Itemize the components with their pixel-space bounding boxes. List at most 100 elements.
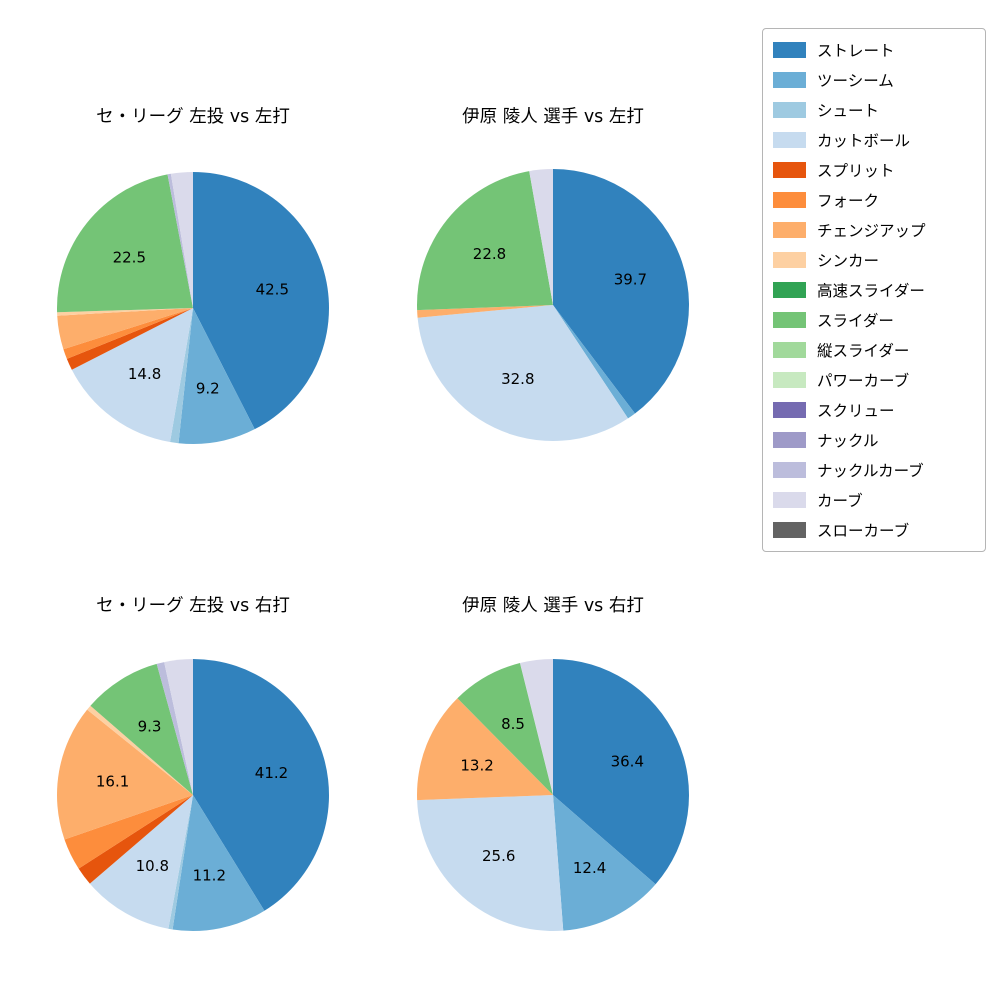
legend-label: 縦スライダー [817, 342, 910, 360]
pie-chart-top-left: 42.5 9.2 14.8 22.5 [57, 172, 330, 444]
chart-title-top-right: 伊原 陵人 選手 vs 左打 [462, 107, 644, 127]
pie-slice [64, 795, 193, 869]
legend-item: パワーカーブ [773, 365, 977, 395]
pie-slice [520, 659, 553, 795]
pie-value-label: 14.8 [128, 365, 161, 383]
pie-value-label: 16.1 [96, 772, 129, 790]
legend-label: スローカーブ [817, 522, 910, 540]
legend-label: カットボール [817, 132, 911, 150]
legend-label: 高速スライダー [817, 282, 925, 300]
pie-slice [66, 308, 193, 370]
pie-chart-top-right: 39.7 32.8 22.8 [417, 169, 690, 441]
legend-label: ツーシーム [817, 72, 894, 90]
legend-item: 縦スライダー [773, 335, 977, 365]
legend-label: スクリュー [817, 402, 895, 420]
legend-swatch [773, 252, 806, 268]
pie-value-label: 32.8 [501, 370, 534, 388]
pie-slice [57, 308, 193, 316]
legend-item: シュート [773, 95, 977, 125]
pie-value-label: 10.8 [136, 857, 169, 875]
legend-swatch [773, 432, 806, 448]
pie-chart-bottom-right: 36.4 12.4 25.6 13.2 8.5 [417, 659, 690, 931]
pie-slice [164, 659, 193, 795]
pie-value-label: 8.5 [501, 715, 525, 733]
legend-label: カーブ [817, 492, 863, 510]
pie-slice [89, 795, 193, 929]
legend-swatch [773, 372, 806, 388]
legend-item: シンカー [773, 245, 977, 275]
legend-item: スプリット [773, 155, 977, 185]
legend-label: スプリット [817, 162, 895, 180]
legend-item: カットボール [773, 125, 977, 155]
pie-value-label: 22.5 [113, 248, 146, 266]
pie-slice [78, 795, 193, 884]
pie-slice [170, 308, 193, 444]
legend-item: スライダー [773, 305, 977, 335]
legend-swatch [773, 222, 806, 238]
legend-label: ストレート [817, 42, 895, 60]
pie-slice [417, 305, 553, 318]
pie-value-label: 9.2 [196, 379, 220, 397]
legend-swatch [773, 42, 806, 58]
pie-slice [417, 171, 553, 311]
pie-value-label: 9.3 [138, 717, 162, 735]
legend-swatch [773, 132, 806, 148]
legend-swatch [773, 102, 806, 118]
legend-item: ナックルカーブ [773, 455, 977, 485]
legend-item: ツーシーム [773, 65, 977, 95]
pie-slice [167, 173, 193, 308]
pie-value-label: 12.4 [573, 859, 606, 877]
pie-slice [156, 662, 193, 795]
pie-slice [57, 174, 193, 313]
legend-label: ナックル [817, 432, 879, 450]
pie-slice [178, 308, 255, 444]
legend: ストレートツーシームシュートカットボール スプリットフォークチェンジアップ シンカー… [762, 28, 986, 552]
pie-slice [71, 308, 193, 443]
pie-slice [172, 795, 265, 932]
pie-slice [168, 795, 193, 930]
legend-swatch [773, 72, 806, 88]
pie-slice [87, 705, 193, 795]
pie-slice [56, 709, 193, 840]
legend-swatch [773, 342, 806, 358]
legend-item: 高速スライダー [773, 275, 977, 305]
pie-slice [529, 169, 553, 305]
pie-slice [417, 795, 564, 931]
pie-slice [417, 698, 553, 801]
legend-label: チェンジアップ [817, 222, 926, 240]
pie-value-label: 39.7 [614, 270, 647, 288]
legend-label: パワーカーブ [817, 372, 910, 390]
chart-title-top-left: セ・リーグ 左投 vs 左打 [96, 107, 290, 127]
pie-value-label: 36.4 [611, 752, 644, 770]
pie-slice [63, 308, 193, 359]
legend-label: シンカー [817, 252, 880, 270]
legend-item: チェンジアップ [773, 215, 977, 245]
pie-slice [553, 795, 656, 931]
chart-title-bottom-right: 伊原 陵人 選手 vs 右打 [462, 596, 644, 616]
legend-swatch [773, 522, 806, 538]
pie-slice [193, 659, 330, 911]
legend-swatch [773, 192, 806, 208]
legend-item: ナックル [773, 425, 977, 455]
pie-value-label: 42.5 [256, 280, 289, 298]
pie-slice [553, 659, 690, 885]
legend-label: シュート [817, 102, 880, 120]
pie-slice [457, 663, 553, 795]
legend-label: フォーク [817, 192, 880, 210]
pie-slice [193, 172, 330, 430]
chart-title-bottom-left: セ・リーグ 左投 vs 右打 [96, 596, 290, 616]
pie-slice [90, 663, 193, 795]
legend-swatch [773, 162, 806, 178]
legend-swatch [773, 282, 806, 298]
pie-slice [170, 172, 193, 308]
legend-swatch [773, 462, 806, 478]
legend-swatch [773, 402, 806, 418]
pie-value-label: 11.2 [193, 866, 226, 884]
pie-value-label: 22.8 [473, 245, 506, 263]
pie-value-label: 41.2 [255, 764, 288, 782]
legend-item: ストレート [773, 35, 977, 65]
pie-slice [57, 308, 193, 350]
legend-item: スローカーブ [773, 515, 977, 545]
legend-item: スクリュー [773, 395, 977, 425]
